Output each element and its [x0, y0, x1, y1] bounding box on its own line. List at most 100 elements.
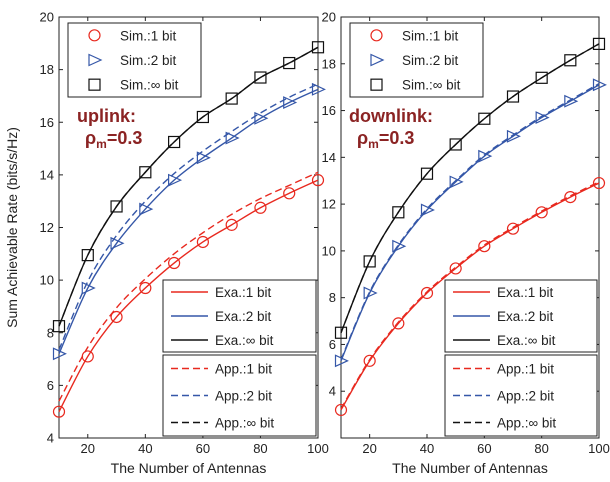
legend-approx: App.:1 bit App.:2 bit App.:∞ bit: [162, 354, 317, 437]
series-line-app-8: [58, 46, 319, 327]
data-point-triangle: [254, 111, 269, 125]
y-tick-label: 10: [322, 243, 336, 258]
y-tick-label: 20: [322, 10, 336, 25]
rho-value: =0.3: [107, 128, 143, 148]
x-tick-label: 100: [307, 441, 329, 456]
y-tick-label: 14: [322, 150, 336, 165]
data-point-circle: [363, 354, 376, 367]
legend-marker-triangle: [88, 53, 103, 67]
x-tick-label: 80: [534, 441, 548, 456]
data-point-triangle: [225, 131, 240, 145]
series-line-app-8: [340, 43, 600, 334]
annotation-title: uplink:: [77, 106, 136, 126]
data-point-triangle: [363, 286, 378, 300]
y-tick-label: 8: [329, 290, 336, 305]
data-point-triangle: [506, 129, 521, 143]
data-point-circle: [52, 405, 66, 418]
legend-marker-circle: [370, 29, 383, 42]
y-tick-label: 6: [47, 378, 54, 393]
data-point-circle: [110, 310, 123, 324]
panel-right: 20 40 60 80 100 4 6 8 10 12 14 16 18 20 The Number of …: [322, 10, 610, 477]
data-point-circle: [478, 240, 491, 253]
rho-subscript: m: [368, 137, 379, 151]
legend-label: App.:∞ bit: [497, 416, 556, 431]
y-tick-label: 10: [40, 273, 54, 288]
legend-exact: Exa.:1 bit Exa.:2 bit Exa.:∞ bit: [162, 279, 317, 353]
annotation-rho: ρm=0.3: [357, 128, 414, 151]
legend-exact: Exa.:1 bit Exa.:2 bit Exa.:∞ bit: [444, 279, 598, 353]
legend-label: App.:2 bit: [497, 389, 554, 404]
series-line-exa-3: [58, 179, 319, 413]
y-axis-label: Sum Achievable Rate (bits/s/Hz): [4, 127, 20, 328]
legend-label: Sim.:1 bit: [402, 28, 459, 43]
data-point-triangle: [535, 111, 550, 125]
data-point-triangle: [283, 96, 298, 109]
y-tick-label: 16: [40, 115, 54, 130]
legend-box: [349, 22, 484, 98]
data-point-triangle: [168, 173, 183, 187]
data-point-triangle: [449, 175, 464, 189]
series-markers: [52, 41, 326, 418]
x-tick-label: 40: [420, 441, 434, 456]
data-point-circle: [81, 350, 94, 363]
legend-label: Sim.:∞ bit: [402, 78, 461, 93]
data-point-triangle: [311, 82, 326, 96]
x-tick-label: 100: [588, 441, 610, 456]
y-tick-label: 12: [40, 220, 54, 235]
legend-label: Exa.:2 bit: [497, 309, 554, 324]
y-tick-label: 8: [47, 325, 54, 340]
data-point-circle: [392, 317, 405, 330]
legend-label: Exa.:∞ bit: [497, 333, 556, 348]
data-point-triangle: [52, 347, 67, 361]
rho-subscript: m: [96, 137, 107, 151]
data-point-triangle: [564, 94, 579, 108]
y-tick-label: 4: [47, 431, 54, 446]
y-tick-label: 20: [40, 10, 54, 25]
data-point-square: [592, 37, 606, 50]
series-lines: [58, 46, 319, 413]
x-axis-label: The Number of Antennas: [392, 460, 548, 476]
data-point-triangle: [592, 78, 607, 92]
data-point-triangle: [392, 239, 407, 253]
x-tick-label: 80: [253, 441, 267, 456]
series-line-app-7: [58, 83, 319, 351]
data-point-square: [225, 92, 238, 105]
data-point-circle: [506, 222, 520, 235]
series-line-exa-3: [340, 182, 600, 411]
series-line-app-7: [340, 83, 600, 360]
series-line-app-6: [340, 181, 600, 410]
annotation-title: downlink:: [349, 106, 433, 126]
legend-simulated: Sim.:1 bit Sim.:2 bit Sim.:∞ bit: [349, 22, 484, 98]
panel-left: 20 40 60 80 100 4 6 8 10 12 14 16 18 20 The Number of …: [4, 10, 329, 477]
data-point-square: [283, 56, 296, 70]
y-tick-label: 18: [40, 62, 54, 77]
data-point-square: [535, 71, 548, 84]
data-point-triangle: [334, 354, 349, 368]
legend-label: Exa.:1 bit: [497, 285, 554, 300]
data-point-circle: [283, 187, 296, 200]
legend-label: App.:∞ bit: [215, 416, 274, 431]
x-tick-label: 40: [138, 441, 152, 456]
legend-simulated: Sim.:1 bit Sim.:2 bit Sim.:∞ bit: [67, 22, 202, 98]
rho-symbol: ρ: [357, 128, 368, 148]
y-tick-label: 14: [40, 167, 54, 182]
data-point-triangle: [478, 149, 493, 163]
data-point-circle: [254, 201, 267, 214]
y-tick-label: 12: [322, 197, 336, 212]
data-point-circle: [449, 262, 462, 275]
data-point-square: [139, 166, 152, 179]
legend-label: App.:1 bit: [497, 362, 554, 377]
y-tick-label: 18: [322, 56, 336, 71]
legend-marker-triangle: [370, 53, 385, 67]
data-point-circle: [535, 206, 548, 219]
data-point-circle: [564, 190, 577, 204]
data-point-square: [311, 41, 325, 54]
series-line-exa-4: [340, 84, 600, 362]
legend-approx: App.:1 bit App.:2 bit App.:∞ bit: [444, 354, 598, 437]
x-tick-label: 60: [477, 441, 491, 456]
x-tick-label: 60: [196, 441, 210, 456]
rho-value: =0.3: [379, 128, 415, 148]
data-point-circle: [168, 256, 181, 270]
legend-label: App.:2 bit: [215, 389, 272, 404]
data-point-circle: [196, 235, 209, 249]
